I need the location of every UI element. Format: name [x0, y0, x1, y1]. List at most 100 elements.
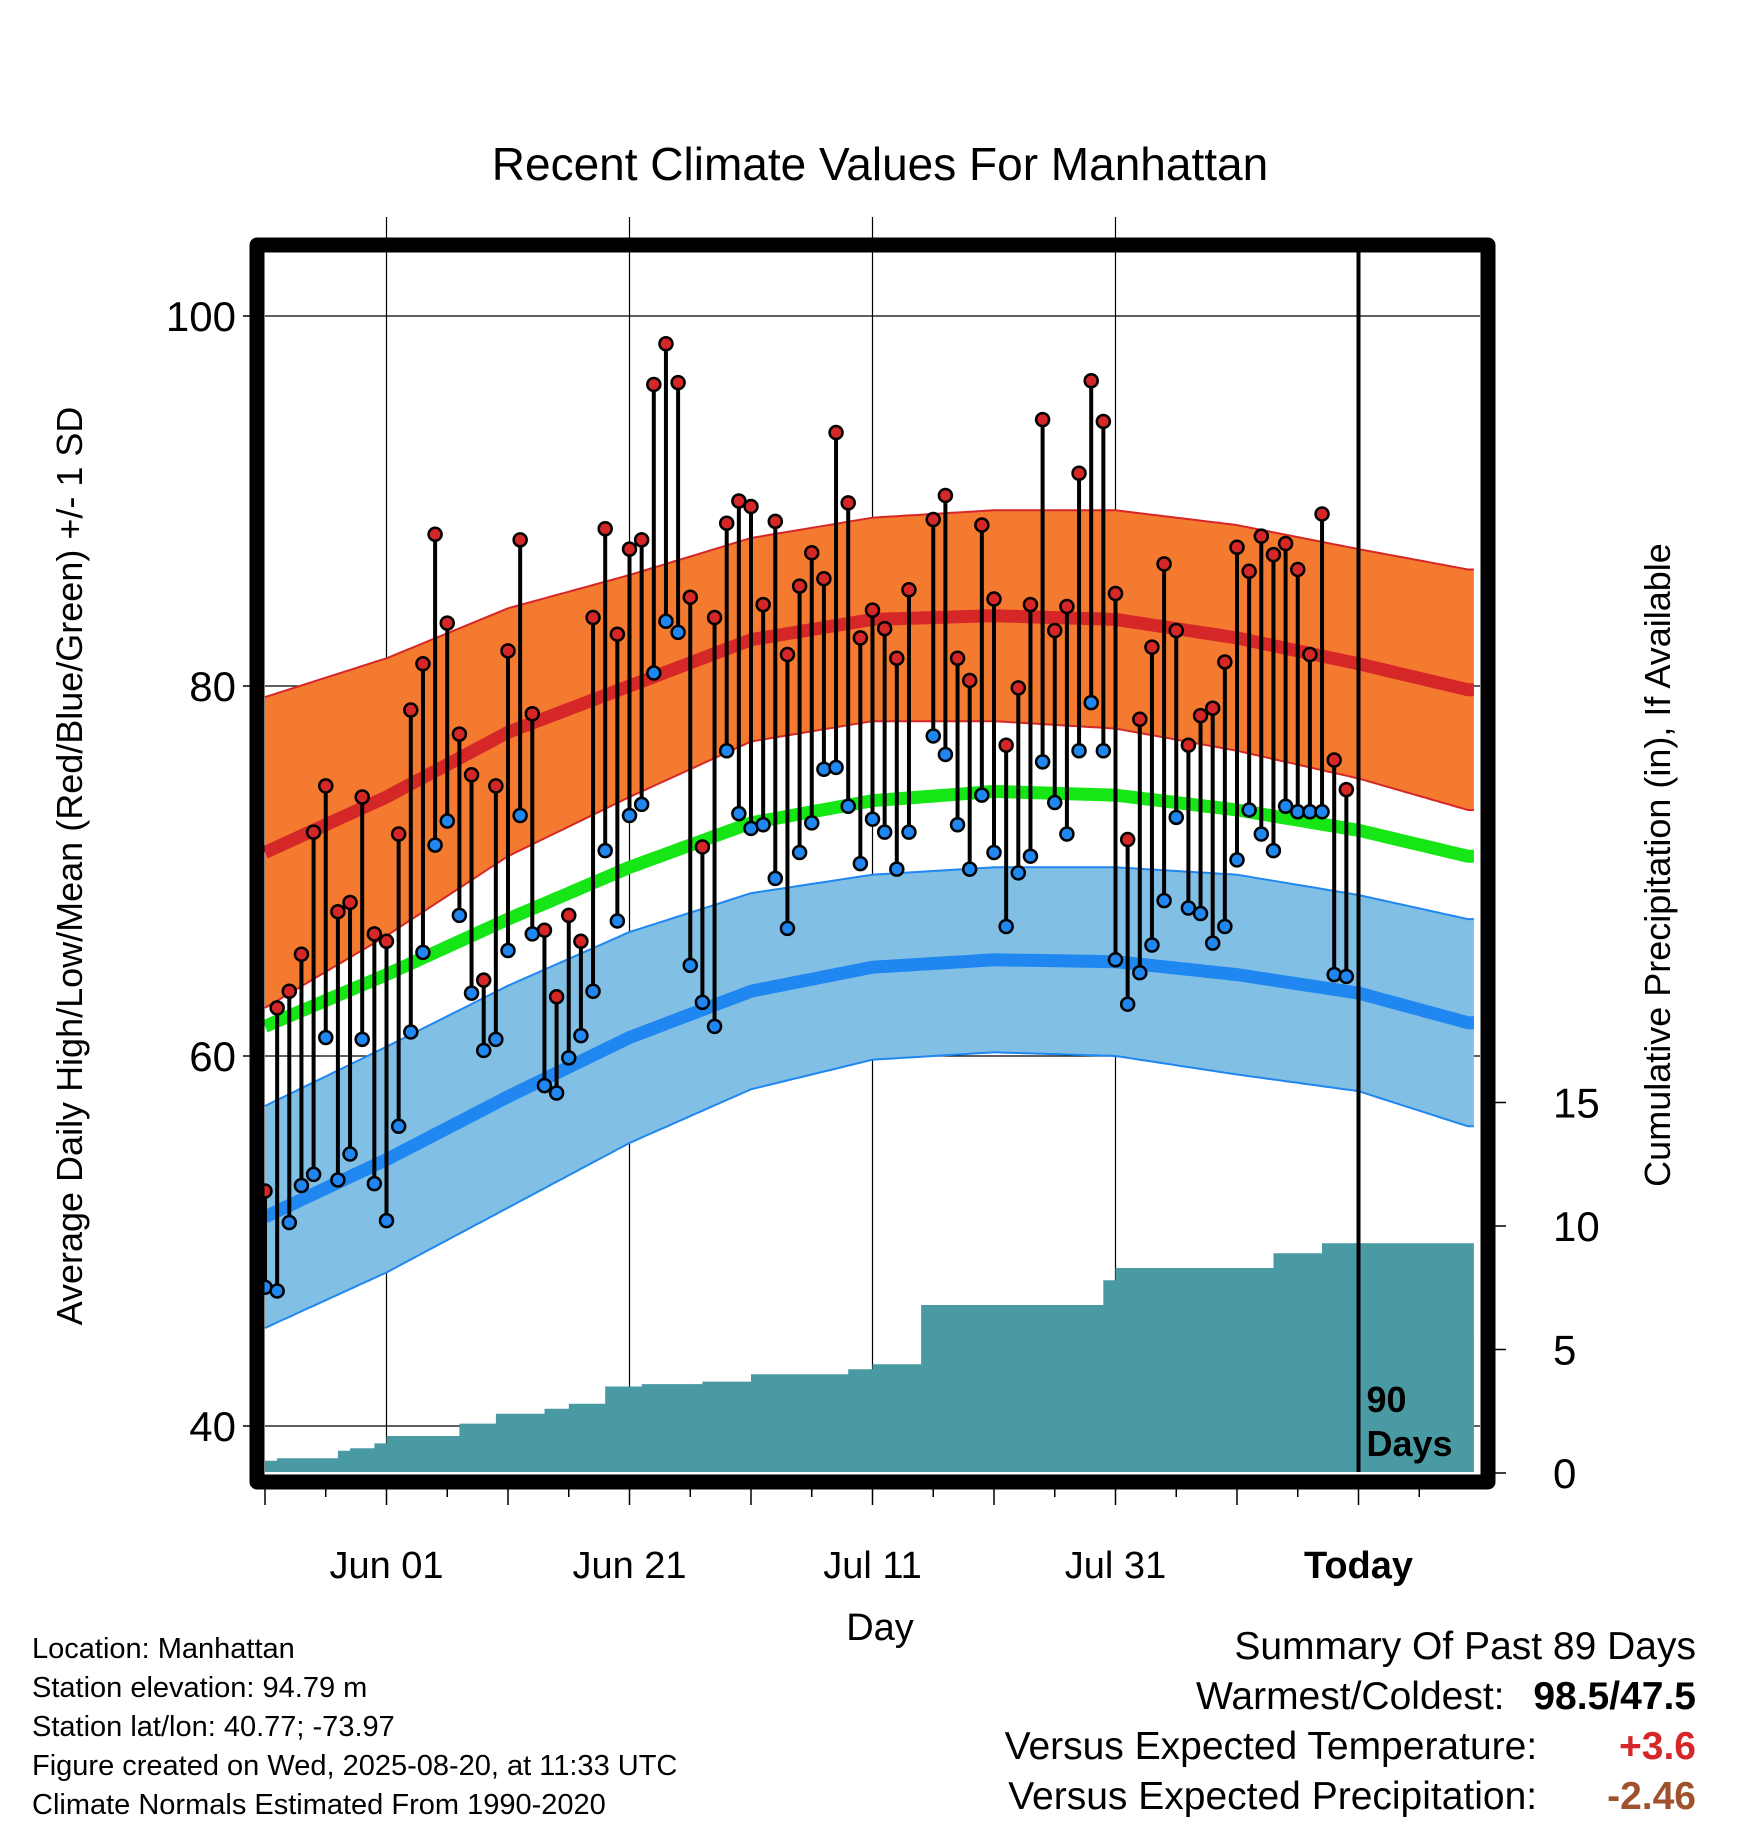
low-temp-point: [1144, 937, 1160, 953]
high-temp-point: [925, 511, 941, 528]
high-temp-point: [1192, 707, 1209, 724]
low-temp-point: [998, 918, 1014, 935]
low-temp-point: [1180, 900, 1197, 916]
y-tick-label: 40: [189, 1403, 236, 1450]
precip-area: [265, 1243, 1474, 1472]
high-temp-point: [961, 672, 978, 689]
low-temp-point: [293, 1177, 310, 1194]
high-temp-point: [609, 626, 626, 642]
summary-panel: Summary Of Past 89 Days Warmest/Coldest:…: [1005, 1622, 1696, 1822]
high-temp-point: [281, 983, 298, 999]
high-temp-point: [1277, 535, 1294, 552]
y-tick-label: 80: [189, 663, 236, 710]
low-temp-point: [755, 817, 771, 833]
low-temp-point: [682, 957, 698, 974]
low-temp-point: [658, 613, 674, 629]
low-temp-point: [342, 1146, 358, 1162]
low-temp-point: [901, 824, 917, 840]
low-temp-point: [706, 1018, 723, 1035]
low-temp-point: [1253, 826, 1270, 842]
low-temp-point: [561, 1050, 577, 1066]
high-temp-point: [816, 570, 832, 587]
chart-title: Recent Climate Values For Manhattan: [492, 138, 1268, 190]
low-temp-point: [305, 1166, 322, 1183]
high-temp-point: [415, 656, 431, 672]
high-temp-point: [573, 933, 589, 950]
high-temp-point: [1047, 622, 1063, 639]
high-temp-point: [1083, 373, 1099, 389]
low-temp-point: [1132, 965, 1148, 981]
today-days-label-line1: 90: [1367, 1379, 1407, 1420]
high-temp-point: [488, 778, 504, 794]
low-temp-point: [1022, 848, 1039, 864]
high-temp-point: [354, 789, 370, 805]
high-temp-point: [427, 526, 443, 543]
high-temp-point: [1132, 711, 1148, 728]
temp-departure-value: +3.6: [1619, 1725, 1696, 1768]
high-temp-point: [1241, 563, 1257, 580]
high-temp-point: [475, 972, 492, 988]
low-temp-point: [1338, 968, 1355, 985]
high-temp-point: [366, 926, 383, 942]
low-temp-point: [974, 787, 990, 803]
y-tick-label: 60: [189, 1033, 236, 1080]
high-temp-point: [1217, 654, 1233, 670]
summary-title: Summary Of Past 89 Days: [1234, 1625, 1696, 1668]
low-band-lower-edge: [264, 1051, 1474, 1329]
high-temp-point: [1302, 646, 1318, 663]
high-temp-point: [828, 424, 844, 441]
x-tick-label: Jul 11: [823, 1545, 922, 1587]
low-temp-point: [1119, 996, 1136, 1012]
low-temp-point: [816, 761, 832, 777]
low-temp-point: [1083, 694, 1099, 711]
x-tick-label: Today: [1304, 1545, 1413, 1587]
precip-departure-label: Versus Expected Precipitation:: [1008, 1775, 1538, 1818]
high-temp-point: [548, 989, 565, 1005]
high-band-upper-edge: [264, 509, 1474, 699]
high-temp-point: [1168, 622, 1184, 639]
high-temp-point: [694, 839, 711, 855]
high-temp-point: [1107, 585, 1124, 602]
low-temp-point: [670, 624, 686, 641]
high-temp-point: [1290, 561, 1306, 578]
high-temp-point: [1326, 752, 1342, 768]
temp-departure-label: Versus Expected Temperature:: [1004, 1725, 1538, 1768]
high-temp-point: [1059, 598, 1075, 615]
low-temp-point: [330, 1172, 346, 1188]
high-temp-point: [889, 650, 905, 666]
high-temp-point: [1265, 546, 1282, 563]
high-temp-point: [804, 545, 820, 561]
low-temp-point: [1314, 804, 1330, 820]
high-temp-point: [1229, 539, 1245, 555]
high-temp-point: [451, 726, 468, 742]
station-info: Location: Manhattan Station elevation: 9…: [32, 1630, 677, 1825]
low-temp-point: [961, 861, 978, 877]
temp-departure-row: Versus Expected Temperature: +3.6: [1005, 1722, 1696, 1772]
y2-tick-label: 0: [1553, 1450, 1576, 1497]
high-temp-point: [791, 578, 808, 594]
low-temp-point: [864, 811, 881, 827]
high-temp-point: [403, 702, 419, 718]
low-temp-point: [646, 665, 662, 681]
precip-departure-value: -2.46: [1607, 1775, 1696, 1818]
low-temp-point: [718, 743, 735, 759]
warmest-coldest-value: 98.5/47.5: [1533, 1675, 1696, 1718]
low-temp-point: [488, 1031, 504, 1048]
y-axis-label: Average Daily High/Low/Mean (Red/Blue/Gr…: [49, 407, 90, 1326]
high-temp-point: [658, 336, 674, 352]
high-temp-point: [378, 933, 395, 950]
high-temp-point: [1119, 831, 1136, 848]
low-temp-point: [937, 746, 954, 763]
low-temp-point: [1034, 754, 1051, 770]
x-tick-label: Jun 01: [329, 1545, 443, 1587]
high-temp-point: [536, 922, 553, 938]
low-temp-point: [1229, 852, 1245, 868]
y2-tick-label: 10: [1553, 1203, 1600, 1250]
low-temp-point: [1204, 935, 1221, 951]
low-temp-point: [463, 985, 480, 1001]
high-temp-point: [1144, 639, 1160, 655]
high-temp-point: [633, 532, 650, 548]
low-temp-point: [925, 728, 941, 744]
x-tick-label: Jul 31: [1065, 1545, 1166, 1587]
